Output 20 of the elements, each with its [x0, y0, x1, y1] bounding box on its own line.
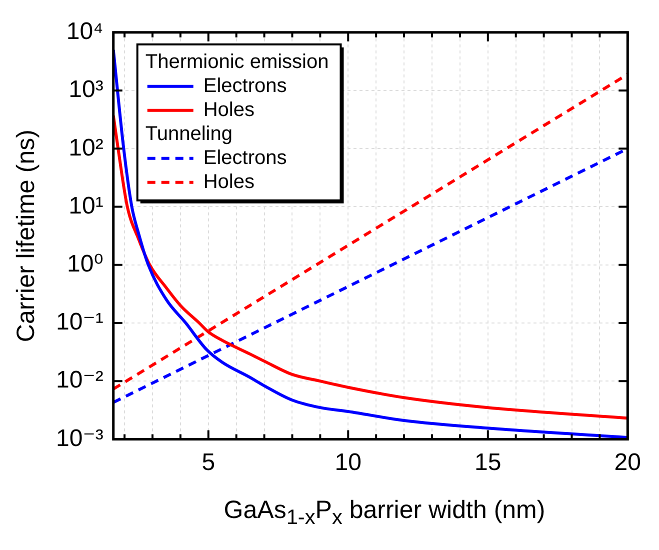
legend-label: Holes	[203, 98, 254, 121]
y-tick-label: 10¹	[68, 192, 104, 220]
x-tick-label: 5	[202, 449, 216, 476]
legend-label: Electrons	[203, 74, 287, 97]
annotation: Tunneling	[145, 122, 232, 145]
x-tick-label: 15	[474, 449, 502, 476]
y-tick-label: 10²	[68, 134, 104, 162]
legend-label: Electrons	[203, 146, 287, 169]
x-tick-label: 10	[334, 449, 362, 476]
annotation: Thermionic emission	[145, 50, 329, 73]
y-tick-label: 10³	[68, 76, 104, 104]
y-tick-label: 10⁻³	[56, 424, 104, 452]
legend-label: Holes	[203, 170, 254, 193]
y-tick-label: 10⁴	[66, 18, 104, 46]
y-tick-label: 10⁻¹	[56, 308, 104, 336]
x-axis-title: GaAs$_{1-x}$P$_{x}$ barrier width (nm)	[222, 496, 546, 530]
y-tick-label: 10⁰	[67, 250, 104, 278]
x-tick-label: 20	[614, 449, 642, 476]
y-tick-label: 10⁻²	[56, 366, 104, 394]
y-axis-title: Carrier lifetime (ns)	[12, 130, 40, 342]
